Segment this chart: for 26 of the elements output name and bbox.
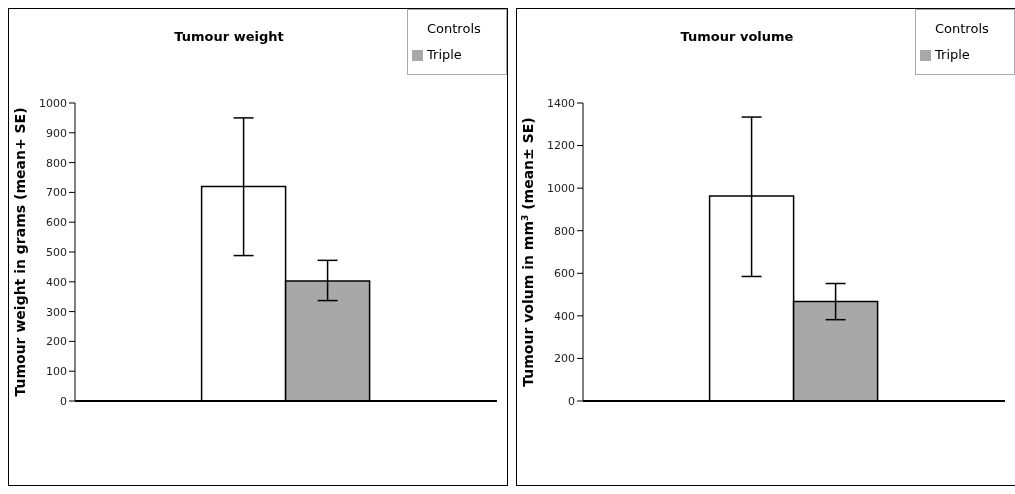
chart-title: Tumour weight — [173, 29, 285, 44]
text: Controls — [935, 21, 989, 36]
y-tick-label: 600 — [46, 216, 67, 230]
y-tick-label: 1400 — [547, 96, 575, 110]
y-tick-label: 0 — [568, 394, 575, 408]
y-tick-label: 0 — [60, 394, 67, 408]
y-tick-label: 900 — [46, 126, 67, 140]
y-tick-label: 1200 — [547, 139, 575, 153]
y-tick-label: 600 — [554, 267, 575, 281]
y-tick-label: 500 — [46, 245, 67, 259]
y-tick-label: 800 — [46, 156, 67, 170]
y-tick-label: 400 — [46, 275, 67, 289]
y-tick-label: 200 — [554, 352, 575, 366]
chart-title: Tumour volume — [679, 29, 795, 44]
y-tick-label: 300 — [46, 305, 67, 319]
y-tick-label: 1000 — [39, 96, 67, 110]
y-tick-label: 400 — [554, 309, 575, 323]
text: Controls — [427, 21, 481, 36]
y-tick-label: 800 — [554, 224, 575, 238]
y-tick-label: 200 — [46, 335, 67, 349]
legend-label: Triple — [935, 47, 970, 62]
y-axis-title: Tumour weight in grams (mean+ SE) — [12, 107, 28, 397]
y-tick-label: 100 — [46, 365, 67, 379]
y-tick-label: 1000 — [547, 182, 575, 196]
legend-label: Triple — [427, 47, 462, 62]
y-tick-label: 700 — [46, 186, 67, 200]
